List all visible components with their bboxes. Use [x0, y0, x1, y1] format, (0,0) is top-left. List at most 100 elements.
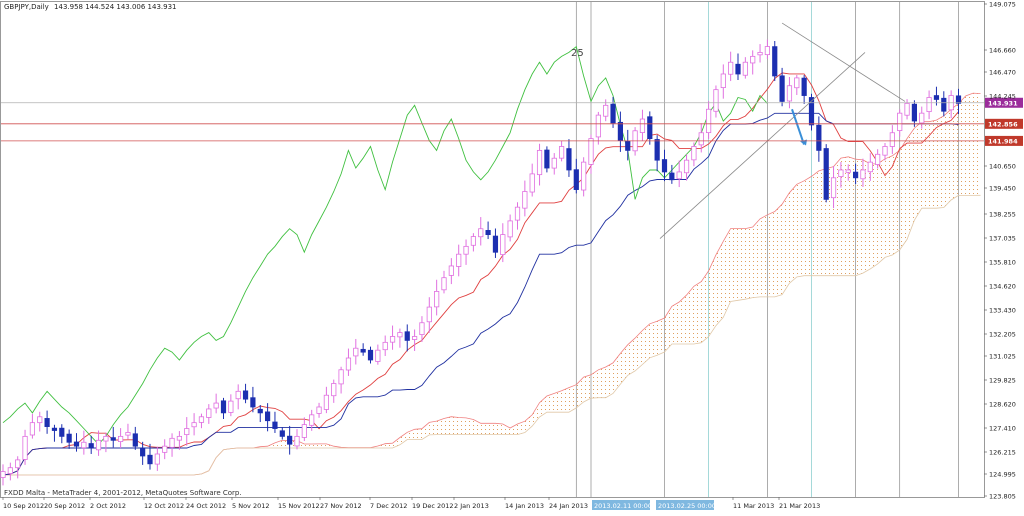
candle-body: [772, 46, 778, 77]
candle-body: [779, 75, 785, 102]
candle-body: [331, 383, 337, 397]
candle-body: [118, 435, 124, 442]
candle-body: [904, 102, 910, 116]
arrow-down-icon: [791, 108, 805, 145]
candle-body: [132, 433, 138, 447]
candle-body: [426, 306, 432, 323]
candle-body: [73, 441, 80, 447]
candle-body: [853, 171, 859, 179]
candle-body: [294, 435, 300, 447]
candle-body: [162, 445, 168, 453]
candle-body: [713, 89, 719, 112]
y-tick-label: 146.470: [989, 69, 1016, 77]
candle-body: [867, 161, 873, 173]
candle-body: [250, 397, 256, 408]
candle-body: [845, 169, 851, 173]
level-label-text: 142.856: [988, 120, 1018, 128]
candle-body: [860, 169, 866, 180]
candle-body: [448, 265, 454, 276]
x-tick-label: 11 Mar 2013: [733, 502, 774, 510]
candle-body: [272, 421, 278, 429]
x-tick-label: 2 Jan 2013: [454, 502, 489, 510]
candle-body: [735, 63, 741, 75]
y-tick-label: 128.620: [989, 401, 1016, 409]
candle-body: [154, 453, 160, 465]
candle-body: [522, 191, 528, 209]
candle-body: [720, 73, 726, 88]
highlight-time-box: [656, 500, 714, 510]
candle-body: [213, 402, 219, 409]
candle-body: [7, 467, 13, 474]
y-tick-label: 140.650: [989, 163, 1016, 171]
candle-body: [551, 157, 557, 169]
candle-body: [573, 169, 579, 190]
candle-body: [169, 437, 175, 448]
candle-body: [911, 103, 918, 122]
trend-line-rising: [659, 52, 866, 239]
candle-body: [728, 61, 734, 75]
y-tick-label: 135.810: [989, 259, 1016, 267]
candle-body: [301, 424, 307, 438]
y-tick-label: 144.245: [989, 93, 1016, 101]
level-label-text: 141.984: [988, 137, 1018, 145]
candle-body: [617, 121, 624, 141]
candle-body: [29, 422, 36, 436]
ichimoku-cloud: [3, 93, 981, 475]
candle-body: [353, 347, 359, 357]
x-tick-label: 24 Jan 2013: [549, 502, 588, 510]
candle-body: [625, 140, 631, 151]
candle-body: [889, 132, 895, 147]
candle-body: [581, 161, 587, 191]
y-tick-label: 134.620: [989, 283, 1016, 291]
chikou-span-line: [2, 45, 768, 445]
x-tick-label: 27 Nov 2012: [320, 502, 362, 510]
candle-body: [338, 369, 344, 385]
candle-body: [419, 322, 425, 335]
candle-body: [794, 77, 800, 89]
candle-body: [764, 46, 771, 56]
candle-body: [919, 112, 925, 124]
candle-body: [228, 400, 234, 413]
candle-body: [750, 55, 756, 64]
senkou-span-b-line: [3, 194, 981, 476]
candle-body: [51, 427, 58, 431]
candle-body: [456, 253, 462, 267]
candle-body: [22, 435, 28, 460]
candle-body: [206, 408, 212, 418]
candle-body: [323, 394, 330, 410]
candle-body: [279, 430, 285, 437]
candle-body: [955, 95, 962, 104]
candle-body: [81, 441, 87, 449]
chart-title: GBPJPY,Daily 143.958 144.524 143.006 143…: [4, 3, 177, 11]
candle-body: [500, 234, 506, 255]
candle-body: [316, 406, 322, 414]
candle-body: [191, 422, 197, 428]
level-label-box: [985, 118, 1023, 129]
candle-body: [411, 336, 418, 340]
highlight-time-box: [592, 500, 650, 510]
level-label-box: [985, 135, 1023, 146]
y-tick-label: 132.205: [989, 331, 1016, 339]
x-tick-label: 19 Dec 2012: [412, 502, 454, 510]
candle-body: [647, 116, 653, 140]
y-tick-label: 137.035: [989, 235, 1016, 243]
plot-frame: [0, 1, 985, 498]
y-tick-label: 127.410: [989, 425, 1016, 433]
candle-body: [742, 61, 748, 76]
x-tick-label: 20 Sep 2012: [44, 502, 85, 510]
candle-body: [933, 95, 940, 100]
candle-body: [309, 414, 315, 426]
level-label-text: 143.931: [988, 99, 1018, 107]
x-tick-label: 24 Oct 2012: [186, 502, 226, 510]
candle-body: [88, 443, 94, 449]
candle-body: [382, 341, 388, 351]
candle-body: [176, 435, 182, 441]
candle-body: [544, 149, 550, 169]
y-tick-label: 126.215: [989, 449, 1016, 457]
candle-body: [59, 427, 65, 437]
x-tick-label: 14 Jan 2013: [505, 502, 544, 510]
x-tick-label: 7 Dec 2012: [370, 502, 407, 510]
x-tick-label: 21 Mar 2013: [779, 502, 820, 510]
candle-body: [808, 97, 815, 126]
